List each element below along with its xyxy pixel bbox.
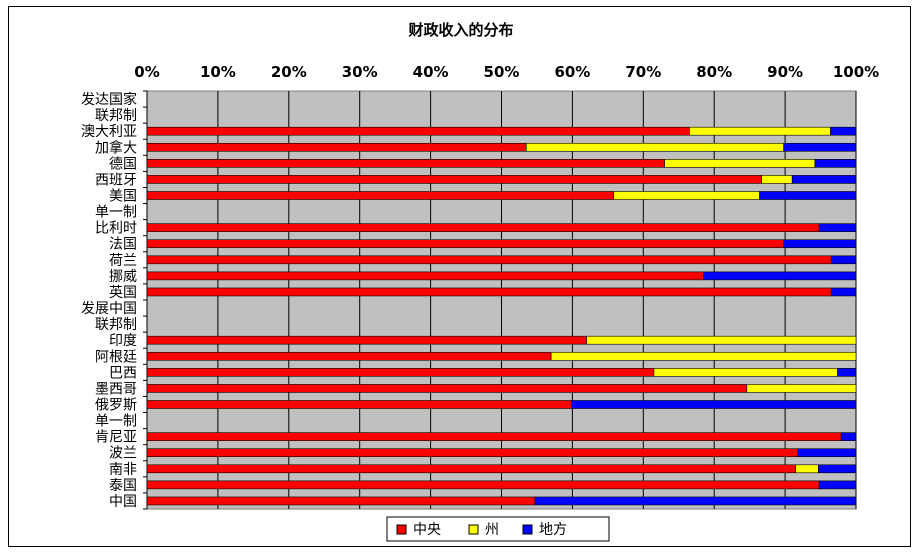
- category-label: 中国: [109, 494, 137, 510]
- bar-segment: [146, 239, 784, 249]
- category-label: 发展中国: [81, 301, 137, 317]
- category-label: 联邦制: [95, 317, 137, 333]
- legend-label: 州: [485, 522, 499, 538]
- x-tick-label: 50%: [484, 63, 520, 81]
- category-label: 巴西: [109, 365, 137, 381]
- x-tick-label: 60%: [554, 63, 590, 81]
- bar-segment: [146, 464, 797, 474]
- category-label: 印度: [109, 333, 137, 349]
- bar-segment: [146, 287, 832, 297]
- bar-segment: [783, 142, 857, 152]
- category-label: 西班牙: [95, 172, 137, 188]
- plot-area: [143, 90, 857, 510]
- bar-segment: [689, 126, 831, 136]
- category-label: 发达国家: [81, 91, 137, 108]
- bar-segment: [586, 335, 857, 345]
- bar-segment: [146, 368, 655, 377]
- bar-segment: [791, 175, 857, 184]
- bar-segment: [797, 448, 857, 458]
- category-label: 挪威: [109, 269, 137, 285]
- category-label: 荷兰: [109, 253, 137, 269]
- bar-segment: [146, 223, 820, 232]
- category-label: 加拿大: [95, 139, 137, 156]
- bar-segment: [571, 400, 857, 409]
- category-label: 单一制: [95, 414, 137, 430]
- bar-segment: [759, 191, 857, 200]
- category-label: 俄罗斯: [95, 398, 137, 414]
- bar-segment: [818, 464, 857, 474]
- bar-segment: [830, 126, 857, 136]
- category-label: 美国: [109, 189, 137, 205]
- legend-box: [386, 516, 610, 542]
- bar-segment: [146, 142, 527, 152]
- category-label: 比利时: [95, 221, 137, 237]
- bar-segment: [146, 448, 799, 458]
- bar-segment: [818, 223, 857, 232]
- bar-segment: [526, 142, 784, 152]
- x-tick-label: 100%: [833, 63, 879, 81]
- bar-segment: [840, 432, 857, 441]
- bar-segment: [818, 480, 857, 490]
- bar-segment: [746, 384, 857, 393]
- bar-segment: [613, 191, 760, 200]
- bar-segment: [783, 239, 857, 249]
- bar-segment: [146, 271, 704, 281]
- x-tick-label: 30%: [342, 63, 378, 81]
- bar-segment: [146, 126, 690, 136]
- category-label: 南非: [109, 462, 137, 478]
- category-label: 英国: [109, 284, 137, 301]
- bar-segment: [146, 496, 536, 506]
- x-tick-label: 20%: [271, 63, 307, 81]
- bar-segment: [703, 271, 857, 281]
- category-label: 法国: [109, 237, 137, 253]
- category-label: 联邦制: [95, 108, 137, 124]
- bar-segment: [761, 175, 793, 184]
- bar-segment: [837, 368, 857, 377]
- bar-segment: [146, 255, 832, 265]
- category-labels: 发达国家联邦制澳大利亚加拿大德国西班牙美国单一制比利时法国荷兰挪威英国发展中国联…: [81, 91, 137, 510]
- category-label: 澳大利亚: [81, 124, 137, 140]
- x-tick-label: 0%: [134, 63, 159, 81]
- bar-segment: [146, 175, 763, 184]
- legend-swatch: [522, 524, 533, 535]
- category-label: 德国: [109, 156, 137, 172]
- bars: [146, 126, 857, 506]
- category-label: 波兰: [109, 446, 137, 462]
- chart-title: 财政收入的分布: [408, 21, 513, 39]
- bar-segment: [146, 159, 665, 168]
- bar-segment: [830, 287, 857, 297]
- x-tick-label: 70%: [625, 63, 661, 81]
- legend: 中央 州 地方: [386, 516, 610, 542]
- x-tick-label: 80%: [696, 63, 732, 81]
- bar-segment: [550, 351, 857, 361]
- legend-label: 中央: [413, 522, 441, 538]
- legend-swatch: [396, 524, 407, 535]
- bar-segment: [146, 480, 820, 490]
- legend-swatch: [468, 524, 479, 535]
- x-tick-label: 10%: [200, 63, 236, 81]
- bar-segment: [146, 384, 748, 393]
- bar-segment: [146, 351, 552, 361]
- bar-segment: [146, 335, 587, 345]
- x-tick-labels: 0% 10% 20% 30% 40% 50% 60% 70% 80% 90% 100%: [134, 63, 879, 81]
- category-label: 墨西哥: [95, 381, 137, 397]
- category-label: 阿根廷: [95, 349, 137, 365]
- bar-segment: [534, 496, 857, 506]
- bar-segment: [664, 159, 816, 168]
- bar-segment: [146, 400, 572, 409]
- bar-segment: [146, 432, 842, 441]
- x-tick-label: 90%: [767, 63, 803, 81]
- category-label: 肯尼亚: [95, 430, 137, 446]
- category-label: 单一制: [95, 205, 137, 221]
- bar-segment: [814, 159, 857, 168]
- bar-segment: [795, 464, 819, 474]
- chart-frame: 财政收入的分布 0% 10% 20% 30% 40% 50% 60% 70% 80% 90% 100…: [8, 6, 911, 547]
- bar-segment: [830, 255, 857, 265]
- bar-segment: [146, 191, 614, 200]
- bar-segment: [653, 368, 838, 377]
- stacked-bar-chart: 财政收入的分布 0% 10% 20% 30% 40% 50% 60% 70% 80% 90% 100…: [81, 21, 879, 542]
- legend-label: 地方: [539, 522, 567, 538]
- category-label: 泰国: [109, 478, 137, 494]
- x-tick-label: 40%: [413, 63, 449, 81]
